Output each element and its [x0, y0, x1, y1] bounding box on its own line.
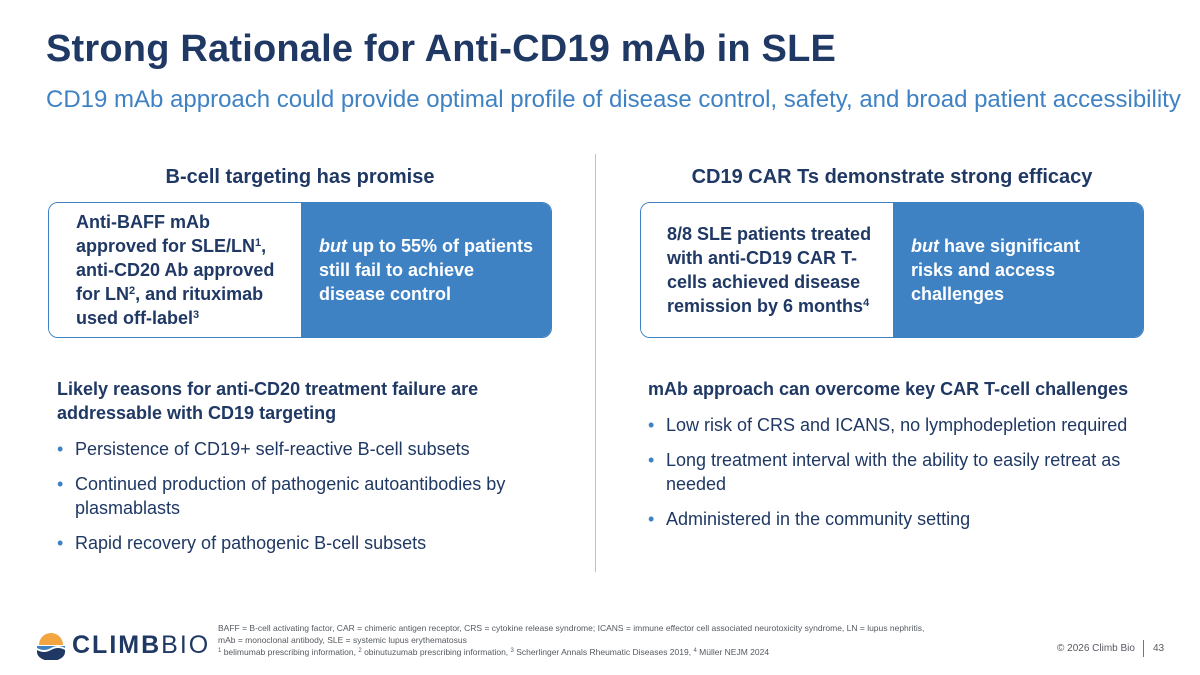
page-number: 43: [1153, 643, 1165, 654]
left-card-statement: Anti-BAFF mAb approved for SLE/LN1, anti…: [49, 203, 301, 337]
right-card: 8/8 SLE patients treated with anti-CD19 …: [640, 202, 1144, 338]
list-item: • Rapid recovery of pathogenic B-cell sub…: [57, 533, 427, 553]
mountain-sun-icon: [37, 633, 65, 660]
footnote-abbreviations: BAFF = B-cell activating factor, CAR = c…: [218, 623, 925, 633]
page-number-separator: [1143, 640, 1144, 657]
page-subtitle: CD19 mAb approach could provide optimal …: [46, 86, 1181, 113]
column-divider: [595, 154, 596, 572]
right-section-heading: mAb approach can overcome key CAR T-cell…: [648, 379, 1129, 399]
list-item: • Long treatment interval with the abilit…: [648, 450, 1121, 494]
bullet-dot-icon: •: [57, 474, 64, 494]
copyright: © 2026 Climb Bio: [1057, 643, 1135, 654]
footnote-references: 1 belimumab prescribing information, 2 o…: [218, 647, 770, 657]
right-card-caveat: but have significant risks and access ch…: [893, 203, 1143, 337]
list-item: • Administered in the community setting: [648, 509, 971, 529]
bullet-dot-icon: •: [57, 533, 64, 553]
bullet-dot-icon: •: [648, 450, 655, 470]
page-title: Strong Rationale for Anti-CD19 mAb in SL…: [46, 28, 837, 70]
bullet-dot-icon: •: [648, 509, 655, 529]
left-bullet-list: • Persistence of CD19+ self-reactive B-ce…: [57, 437, 537, 566]
list-item: • Persistence of CD19+ self-reactive B-ce…: [57, 439, 470, 459]
left-section-heading: Likely reasons for anti-CD20 treatment f…: [57, 379, 479, 423]
bullet-dot-icon: •: [648, 415, 655, 435]
left-card: Anti-BAFF mAb approved for SLE/LN1, anti…: [48, 202, 552, 338]
logo-wordmark: CLIMBBIO: [72, 630, 211, 659]
footnote-abbreviations-2: mAb = monoclonal antibody, SLE = systemi…: [218, 635, 467, 645]
bullet-dot-icon: •: [57, 439, 64, 459]
list-item: • Continued production of pathogenic auto…: [57, 474, 506, 518]
footnotes: BAFF = B-cell activating factor, CAR = c…: [218, 622, 998, 658]
climbbio-logo: CLIMBBIO: [36, 630, 210, 660]
right-column-heading: CD19 CAR Ts demonstrate strong efficacy: [691, 166, 1093, 188]
left-card-caveat: but up to 55% of patients still fail to …: [301, 203, 551, 337]
right-card-statement: 8/8 SLE patients treated with anti-CD19 …: [641, 203, 893, 337]
list-item: • Low risk of CRS and ICANS, no lymphodep…: [648, 415, 1128, 435]
right-bullet-list: • Low risk of CRS and ICANS, no lymphodep…: [648, 413, 1138, 542]
left-column-heading: B-cell targeting has promise: [165, 166, 435, 188]
